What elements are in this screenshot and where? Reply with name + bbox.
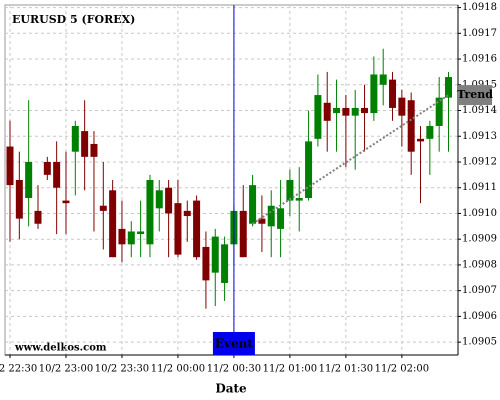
candle-body [15,180,23,219]
x-tick-label: 10/2 23:00 [39,364,93,375]
candle-body [221,244,229,283]
trend-line [252,94,450,225]
y-tick-label: 1.0907 [462,285,497,296]
candle-body [202,246,210,281]
candle-body [71,125,79,152]
candle-body [426,125,434,139]
candle-body [379,74,387,85]
candle-body [389,79,397,108]
candle-body [249,185,257,224]
candle-body [155,190,163,209]
candle-body [267,205,275,227]
x-tick-label: 11/2 02:00 [375,364,429,375]
y-tick-label: 1.0909 [462,234,497,245]
candle-body [183,210,191,217]
y-tick-label: 1.0917 [462,28,497,39]
candle-body [174,203,182,255]
candle-body [370,74,378,114]
candle-body [165,187,173,214]
candle-body [398,97,406,116]
candle-body [351,107,359,116]
candle-body [445,77,453,98]
y-tick-label: 1.0908 [462,259,497,270]
event-label: Event [215,337,253,351]
y-tick-label: 1.0910 [462,208,497,219]
candle-body [43,161,51,175]
x-tick-label: 10/2 23:30 [95,364,149,375]
candle-body [258,218,266,224]
candle-body [34,210,42,224]
y-tick-label: 1.0906 [462,311,497,322]
chart-title: EURUSD 5 (FOREX) [12,13,135,26]
candle-body [109,190,117,258]
x-tick-label: 11/2 00:30 [207,364,261,375]
x-tick-label: 11/2 01:00 [263,364,317,375]
candle-body [99,205,107,211]
y-tick-label: 1.0911 [462,182,497,193]
y-tick-label: 1.0914 [462,105,497,116]
watermark: www.delkos.com [14,343,107,354]
x-tick-label: 10/2 22:30 [0,364,37,375]
plot-area [4,4,459,356]
candle-body [81,131,89,157]
candle-body [435,97,443,126]
candle-body [295,198,303,201]
candle-body [239,210,247,258]
candle-body [277,208,285,229]
y-tick-label: 1.0915 [462,79,497,90]
y-tick-label: 1.0912 [462,156,497,167]
candle-body [323,102,331,121]
trend-label-box [458,85,492,106]
candle-body [146,180,154,245]
candle-body [361,107,369,114]
candle-body [407,100,415,152]
candle-body [137,231,145,235]
candle-body [6,146,14,186]
candle-body [305,141,313,199]
candle-body [314,95,322,139]
candle-body [53,161,61,188]
candle-body [417,138,425,142]
candle-body [333,107,341,114]
candle-body [211,236,219,273]
y-tick-label: 1.0918 [462,2,497,13]
x-axis-label: Date [215,382,247,396]
candle-body [90,143,98,157]
trend-label: Trend [457,88,493,101]
candle-body [286,180,294,201]
candle-body [127,231,135,245]
y-tick-label: 1.0905 [462,337,497,348]
candle-body [62,200,70,204]
x-tick-label: 11/2 00:00 [151,364,205,375]
event-label-box [212,332,255,355]
candle-body [193,200,201,258]
x-tick-label: 11/2 01:30 [319,364,373,375]
candle-body [342,107,350,116]
candle-body [25,161,33,199]
candle-body [118,228,126,245]
y-tick-label: 1.0916 [462,54,497,65]
y-tick-label: 1.0913 [462,131,497,142]
